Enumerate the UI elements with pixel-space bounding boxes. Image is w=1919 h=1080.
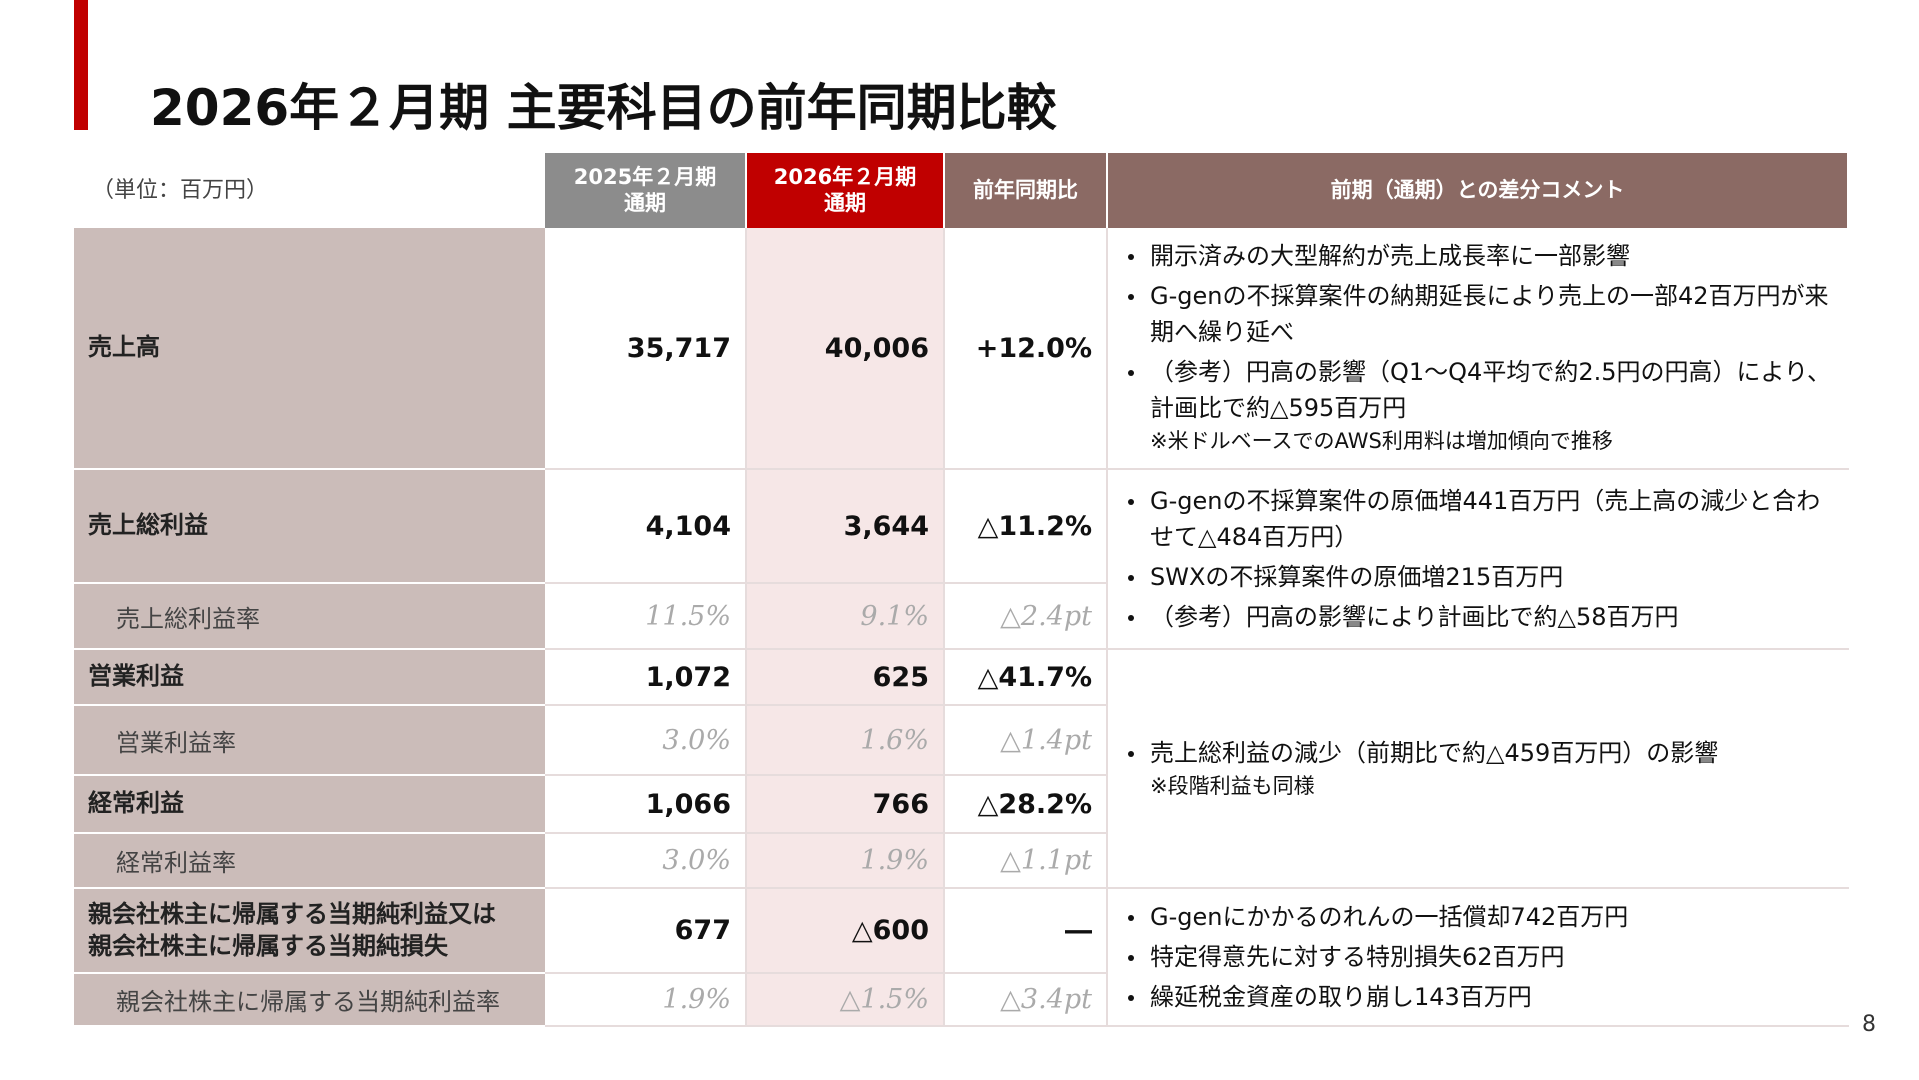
value-cell: 9.1%: [747, 584, 945, 650]
bullet: [1128, 294, 1134, 301]
row-label: 売上総利益率: [74, 584, 545, 650]
value-cell: 625: [747, 650, 945, 706]
comment-item: （参考）円高の影響により計画比で約△58百万円: [1126, 599, 1679, 635]
comment-item: G-genの不採算案件の原価増441百万円（売上高の減少と合わせて△484百万円…: [1126, 483, 1837, 555]
comment-text: （参考）円高の影響（Q1～Q4平均で約2.5円の円高）により、計画比で約△595…: [1150, 358, 1832, 423]
comment-cell: G-genの不採算案件の原価増441百万円（売上高の減少と合わせて△484百万円…: [1108, 470, 1849, 650]
value-cell: 1,072: [545, 650, 747, 706]
comment-item: 特定得意先に対する特別損失62百万円: [1126, 939, 1565, 975]
page-number: 8: [1862, 1012, 1876, 1037]
value-cell: 1.6%: [747, 706, 945, 776]
value-cell: 3.0%: [545, 834, 747, 889]
comment-cell: G-genにかかるのれんの一括償却742百万円 特定得意先に対する特別損失62百万…: [1108, 889, 1849, 1027]
value-cell: 4,104: [545, 470, 747, 584]
comment-item: 繰延税金資産の取り崩し143百万円: [1126, 979, 1532, 1015]
row-label: 売上総利益: [74, 470, 545, 584]
comment-note: ※段階利益も同様: [1150, 773, 1315, 798]
bullet: [1128, 915, 1134, 921]
comment-note: ※米ドルベースでのAWS利用料は増加傾向で推移: [1150, 429, 1613, 454]
comment-text: 繰延税金資産の取り崩し143百万円: [1150, 983, 1532, 1011]
column-header: 2026年２月期 通期: [747, 153, 945, 228]
row-label: 経常利益: [74, 776, 545, 834]
column-header: 前年同期比: [945, 153, 1108, 228]
bullet: [1128, 499, 1134, 505]
value-cell: 677: [545, 889, 747, 974]
value-cell: △2.4pt: [945, 584, 1108, 650]
comment-text: （参考）円高の影響により計画比で約△58百万円: [1150, 603, 1679, 631]
comment-text: G-genの不採算案件の原価増441百万円（売上高の減少と合わせて△484百万円…: [1150, 487, 1821, 551]
value-cell: 11.5%: [545, 584, 747, 650]
comment-text: SWXの不採算案件の原価増215百万円: [1150, 563, 1564, 591]
slide-title: 2026年２月期 主要科目の前年同期比較: [150, 79, 1057, 137]
comment-text: 売上総利益の減少（前期比で約△459百万円）の影響: [1150, 738, 1719, 767]
unit-label: （単位：百万円）: [92, 178, 269, 203]
bullet: [1128, 750, 1134, 757]
row-label: 売上高: [74, 228, 545, 470]
value-cell: 1.9%: [545, 974, 747, 1027]
bullet: [1128, 955, 1134, 961]
comment-item: SWXの不採算案件の原価増215百万円: [1126, 559, 1563, 595]
value-cell: △3.4pt: [945, 974, 1108, 1027]
comment-item: G-genにかかるのれんの一括償却742百万円: [1126, 899, 1628, 935]
comment-item: 売上総利益の減少（前期比で約△459百万円）の影響 ※段階利益も同様: [1126, 735, 1718, 803]
accent-bar: [74, 0, 88, 130]
comment-text: G-genにかかるのれんの一括償却742百万円: [1150, 903, 1629, 931]
bullet: [1128, 575, 1134, 581]
bullet: [1128, 615, 1134, 621]
row-label: 営業利益率: [74, 706, 545, 776]
row-label: 親会社株主に帰属する当期純利益率: [74, 974, 545, 1027]
value-cell: 766: [747, 776, 945, 834]
comment-text: G-genの不採算案件の納期延長により売上の一部42百万円が来期へ繰り延べ: [1150, 282, 1829, 347]
column-header: 2025年２月期 通期: [545, 153, 747, 228]
value-cell: △600: [747, 889, 945, 974]
value-cell: 1,066: [545, 776, 747, 834]
comment-cell: 売上総利益の減少（前期比で約△459百万円）の影響 ※段階利益も同様: [1108, 650, 1849, 889]
comment-item: （参考）円高の影響（Q1～Q4平均で約2.5円の円高）により、計画比で約△595…: [1126, 354, 1837, 458]
value-cell: △1.4pt: [945, 706, 1108, 776]
row-label: 営業利益: [74, 650, 545, 706]
bullet: [1128, 370, 1134, 377]
bullet: [1128, 995, 1134, 1001]
value-cell: ―: [945, 889, 1108, 974]
value-cell: 3.0%: [545, 706, 747, 776]
value-cell: 35,717: [545, 228, 747, 470]
bullet: [1128, 254, 1134, 261]
value-cell: △1.1pt: [945, 834, 1108, 889]
value-cell: △28.2%: [945, 776, 1108, 834]
value-cell: +12.0%: [945, 228, 1108, 470]
comment-text: 特定得意先に対する特別損失62百万円: [1150, 943, 1565, 971]
comment-item: G-genの不採算案件の納期延長により売上の一部42百万円が来期へ繰り延べ: [1126, 278, 1837, 350]
value-cell: △11.2%: [945, 470, 1108, 584]
column-header: 前期（通期）との差分コメント: [1108, 153, 1849, 228]
comment-text: 開示済みの大型解約が売上成長率に一部影響: [1150, 242, 1630, 271]
row-label: 親会社株主に帰属する当期純利益又は 親会社株主に帰属する当期純損失: [74, 889, 545, 974]
comment-item: 開示済みの大型解約が売上成長率に一部影響: [1126, 238, 1630, 274]
value-cell: 40,006: [747, 228, 945, 470]
comment-cell: 開示済みの大型解約が売上成長率に一部影響 G-genの不採算案件の納期延長により売…: [1108, 228, 1849, 470]
value-cell: 1.9%: [747, 834, 945, 889]
value-cell: 3,644: [747, 470, 945, 584]
row-label: 経常利益率: [74, 834, 545, 889]
value-cell: △1.5%: [747, 974, 945, 1027]
value-cell: △41.7%: [945, 650, 1108, 706]
